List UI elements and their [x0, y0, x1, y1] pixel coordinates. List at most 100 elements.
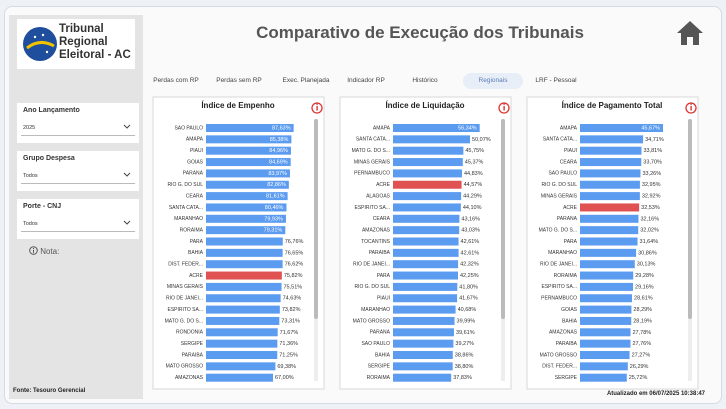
value-label: 37,83% — [453, 375, 472, 381]
bar — [580, 135, 644, 144]
bar — [393, 328, 454, 337]
bar — [393, 248, 459, 257]
value-label: 75,82% — [284, 273, 303, 279]
bar — [580, 169, 641, 178]
value-label: 30,86% — [638, 250, 657, 256]
bar — [206, 203, 287, 212]
category-label: ACRE — [189, 273, 204, 279]
category-label: MARANHAO — [361, 307, 390, 313]
value-label: 87,63% — [272, 125, 291, 131]
value-label: 29,28% — [635, 273, 654, 279]
category-label: PIAUI — [377, 296, 390, 302]
category-label: AMAZONAS — [362, 227, 391, 233]
charts: Índice de Empenho SAO PAULO 87,63% AMAPA 85,… — [152, 96, 699, 390]
category-label: ALAGOAS — [366, 193, 391, 199]
home-button[interactable] — [675, 19, 705, 47]
bar — [393, 373, 452, 382]
category-label: RIO DE JANEI... — [166, 296, 203, 302]
value-label: 42,25% — [460, 273, 479, 279]
value-label: 44,10% — [463, 205, 482, 211]
value-label: 83,97% — [268, 171, 287, 177]
bar — [580, 351, 630, 359]
tab[interactable]: Regionais — [463, 73, 523, 89]
logo-line: Tribunal — [59, 23, 104, 35]
value-label: 33,70% — [643, 160, 662, 166]
category-label: GOIAS — [187, 159, 204, 165]
value-label: 32,95% — [642, 182, 661, 188]
tab[interactable]: Histórico — [412, 77, 438, 84]
category-label: PARA — [190, 239, 204, 245]
filter-value: Todos — [23, 221, 38, 227]
category-label: MINAS GERAIS — [167, 284, 204, 290]
value-label: 38,80% — [455, 364, 474, 370]
category-label: BAHIA — [188, 250, 204, 256]
filter[interactable]: Porte - CNJ Todos — [17, 199, 139, 239]
dropdown-chevron[interactable] — [123, 124, 131, 130]
tab[interactable]: Perdas com RP — [153, 77, 199, 84]
category-label: MATO G. DO S... — [352, 148, 390, 154]
value-label: 67,00% — [275, 375, 294, 381]
value-label: 82,86% — [267, 182, 286, 188]
category-label: SAO PAULO — [174, 125, 203, 131]
value-label: 85,38% — [270, 137, 289, 143]
bar — [393, 226, 460, 235]
scrollbar-thumb — [688, 119, 692, 319]
value-label: 27,78% — [633, 330, 652, 336]
category-label: BAHIA — [375, 352, 391, 358]
tab[interactable]: Indicador RP — [347, 77, 385, 84]
bar — [206, 248, 283, 257]
tab[interactable]: Perdas sem RP — [216, 77, 262, 84]
chart-title: Índice de Liquidação — [385, 101, 464, 110]
value-label: 26,29% — [630, 364, 649, 370]
bar — [206, 192, 288, 201]
bar — [393, 339, 454, 348]
bar — [206, 124, 294, 132]
bar — [206, 328, 278, 337]
bar — [393, 316, 455, 325]
tab[interactable]: LRF - Pessoal — [535, 77, 577, 84]
category-label: MATO GROSSO — [540, 352, 577, 358]
value-label: 79,31% — [264, 228, 283, 234]
updated-at: Atualizado em 06/07/2025 10:38:47 — [606, 391, 705, 397]
bar — [580, 146, 642, 155]
filter[interactable]: Ano Lançamento 2025 — [17, 103, 139, 143]
value-label: 39,99% — [457, 318, 476, 324]
bar — [393, 192, 462, 201]
bar — [580, 226, 639, 235]
value-label: 42,32% — [460, 262, 479, 268]
category-label: RORAIMA — [180, 227, 204, 233]
value-label: 45,37% — [465, 160, 484, 166]
value-label: 33,26% — [642, 171, 661, 177]
bar — [580, 180, 640, 189]
bar — [206, 237, 283, 246]
category-label: PARAIBA — [556, 341, 578, 347]
bar — [206, 362, 276, 371]
logo: Tribunal Regional Eleitoral - AC — [17, 19, 135, 69]
dropdown-chevron[interactable] — [123, 172, 131, 178]
category-label: RIO G. DO SUL — [354, 284, 390, 290]
scrollbar-thumb — [501, 119, 505, 319]
bar — [393, 169, 462, 178]
chart-title: Índice de Empenho — [201, 101, 274, 110]
bar — [393, 214, 460, 223]
value-label: 34,71% — [645, 137, 664, 143]
bar — [206, 135, 292, 144]
filter[interactable]: Grupo Despesa Todos — [17, 151, 139, 191]
tab[interactable]: Exec. Planejada — [282, 77, 330, 84]
category-label: PARANA — [557, 216, 578, 222]
chart-title: Índice de Pagamento Total — [562, 101, 663, 110]
bar — [393, 271, 458, 280]
value-label: 33,81% — [643, 148, 662, 154]
bar — [580, 214, 639, 223]
category-label: AMAPA — [373, 125, 391, 131]
bar — [206, 305, 280, 314]
category-label: PARAIBA — [182, 352, 204, 358]
category-label: DIST. FEDER... — [542, 364, 577, 370]
category-label: RIO DE JANEI... — [540, 262, 577, 268]
dropdown-chevron[interactable] — [123, 220, 131, 226]
page-title: Comparativo de Execução dos Tribunais — [256, 23, 584, 42]
category-label: PARANA — [183, 171, 204, 177]
category-label: GOIAS — [561, 307, 578, 313]
bar — [206, 180, 289, 189]
sidebar: Tribunal Regional Eleitoral - AC Ano Lança… — [9, 15, 143, 399]
